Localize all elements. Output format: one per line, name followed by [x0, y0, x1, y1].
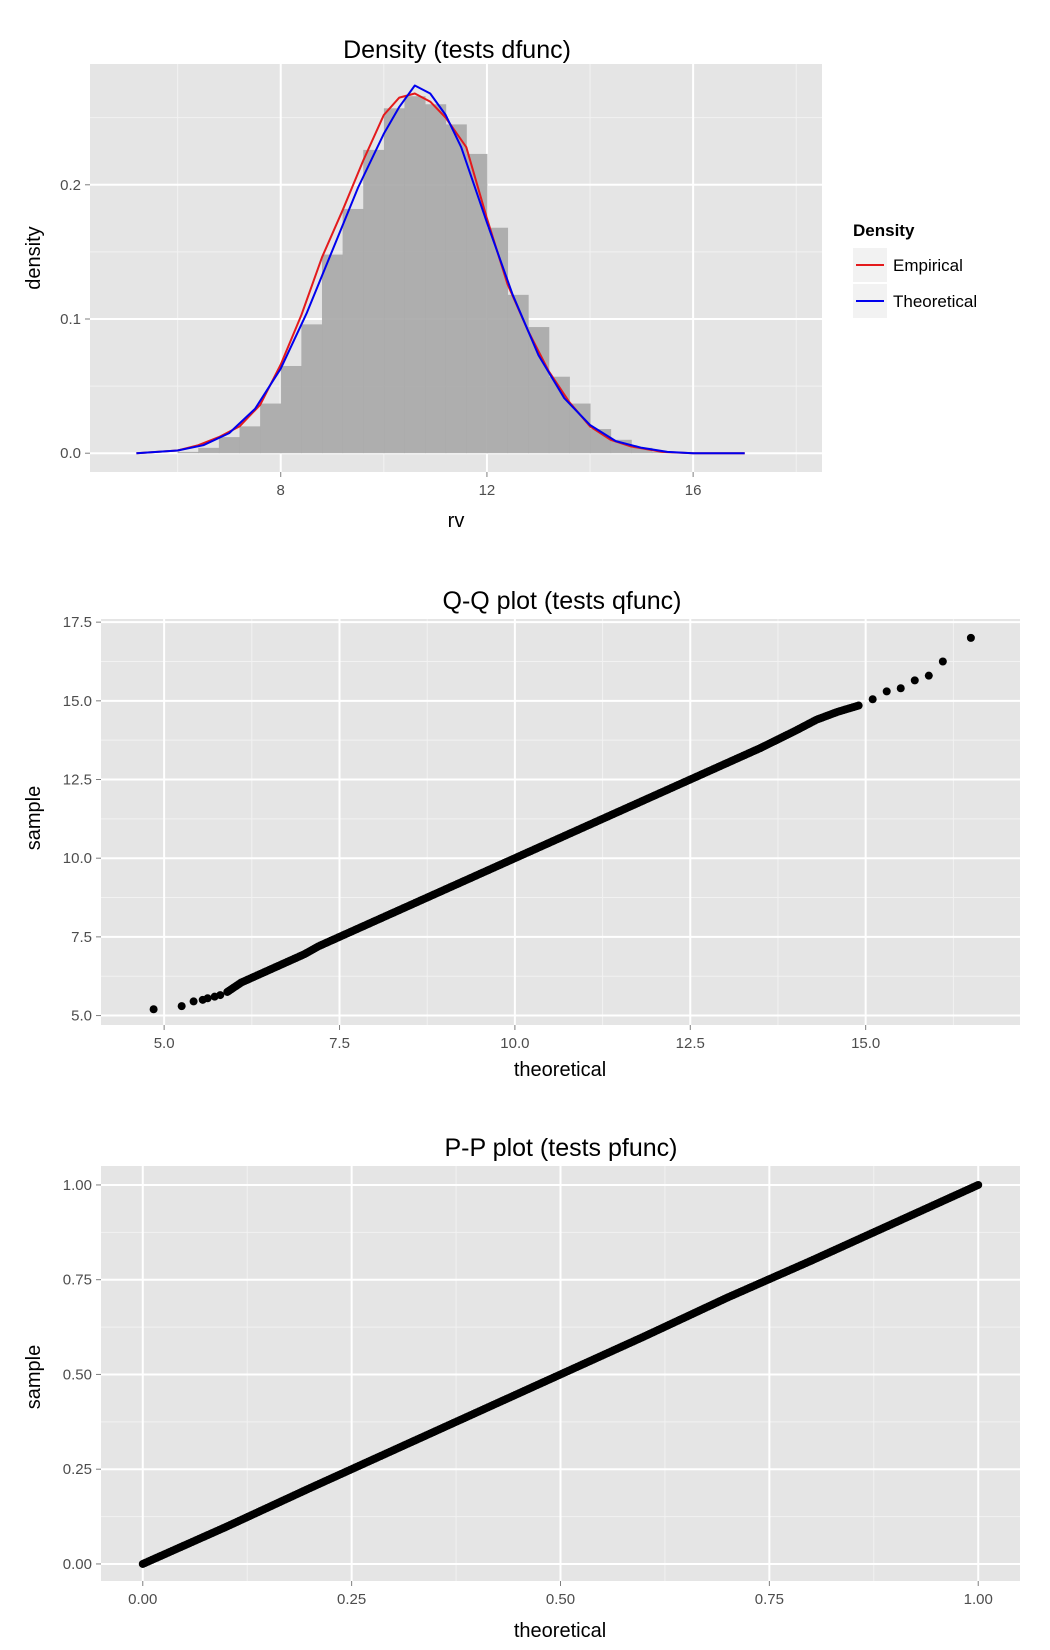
- pp-xtick-label: 0.75: [755, 1591, 784, 1608]
- qq-point: [938, 657, 947, 666]
- pp-ylabel: sample: [23, 1345, 45, 1409]
- qq-xtick-label: 15.0: [851, 1035, 880, 1052]
- qq-point: [868, 695, 877, 704]
- density-histogram-bar: [425, 104, 447, 454]
- density-histogram-bar: [260, 403, 282, 454]
- density-line-empirical: [136, 92, 745, 455]
- density-histogram-bar: [528, 327, 550, 454]
- density-title: Density (tests dfunc): [343, 36, 571, 64]
- pp-xlabel: theoretical: [514, 1620, 606, 1642]
- qq-point: [177, 1002, 186, 1011]
- pp-ytick-label: 0.50: [63, 1366, 92, 1383]
- density-histogram-bar: [321, 254, 344, 454]
- pp-xtick-label: 1.00: [964, 1591, 993, 1608]
- qq-point: [216, 991, 225, 1000]
- density-histogram-bar: [507, 294, 529, 454]
- density-ytick-label: 0.2: [60, 177, 81, 194]
- qq-ytick-label: 15.0: [63, 693, 92, 710]
- qq-ytick-label: 12.5: [63, 772, 92, 789]
- density-xlabel: rv: [448, 510, 465, 532]
- qq-xtick-label: 5.0: [154, 1035, 175, 1052]
- density-line-theoretical: [136, 84, 745, 455]
- qq-ytick-label: 17.5: [63, 614, 92, 631]
- qq-xtick-label: 7.5: [329, 1035, 350, 1052]
- qq-point: [966, 633, 975, 642]
- density-histogram-bar: [177, 451, 199, 454]
- density-histogram-bar: [466, 153, 488, 454]
- qq-plot-area: 5.0 7.5 10.0 12.5 15.0 5.0 7.5 10.0 12.5 15.0 17.5: [63, 614, 1020, 1052]
- density-histogram-bar: [404, 96, 426, 454]
- density-histogram-bar: [363, 149, 385, 454]
- density-histogram-bar: [301, 324, 323, 454]
- density-ytick-label: 0.0: [60, 445, 81, 462]
- density-histogram-bar: [631, 447, 653, 454]
- pp-ytick-label: 0.00: [63, 1556, 92, 1573]
- density-plot-area: 8 12 16 0.0 0.1 0.2: [60, 64, 822, 499]
- density-xtick-label: 8: [277, 482, 285, 499]
- legend-title: Density: [853, 221, 915, 240]
- density-histogram-bar: [445, 124, 467, 454]
- qq-point: [203, 994, 212, 1003]
- pp-ytick-label: 1.00: [63, 1177, 92, 1194]
- pp-point: [974, 1180, 983, 1189]
- legend-label-theoretical: Theoretical: [893, 292, 977, 311]
- pp-ytick-label: 0.75: [63, 1272, 92, 1289]
- pp-plot-area: 0.00 0.25 0.50 0.75 1.00 0.00 0.25 0.50 0.75 1.00: [63, 1166, 1020, 1608]
- density-panel: Density (tests dfunc) density rv 8 12 16 0.…: [23, 36, 977, 532]
- density-histogram-bar: [486, 227, 509, 454]
- qq-ytick-label: 10.0: [63, 850, 92, 867]
- density-histogram-bar: [569, 403, 591, 454]
- density-legend: Density Empirical Theoretical: [853, 221, 977, 318]
- qq-point: [189, 997, 198, 1006]
- density-xtick-label: 12: [479, 482, 496, 499]
- density-histogram-bar: [280, 365, 302, 454]
- density-ylabel: density: [23, 226, 45, 289]
- density-histogram-bar: [198, 447, 220, 454]
- density-histogram-bar: [239, 426, 261, 454]
- qq-point: [896, 684, 905, 693]
- qq-ylabel: sample: [23, 786, 45, 850]
- pp-xtick-label: 0.25: [337, 1591, 366, 1608]
- qq-point: [149, 1005, 158, 1014]
- density-xtick-label: 16: [685, 482, 702, 499]
- qq-point: [854, 701, 863, 710]
- pp-title: P-P plot (tests pfunc): [445, 1134, 678, 1162]
- pp-xtick-label: 0.00: [128, 1591, 157, 1608]
- pp-xtick-label: 0.50: [546, 1591, 575, 1608]
- density-ytick-label: 0.1: [60, 311, 81, 328]
- density-histogram-bar: [218, 437, 240, 454]
- qq-point: [882, 687, 891, 696]
- qq-point: [910, 676, 919, 685]
- legend-label-empirical: Empirical: [893, 256, 963, 275]
- density-histogram-bar: [342, 208, 364, 454]
- qq-ytick-label: 5.0: [71, 1008, 92, 1025]
- qq-xtick-label: 12.5: [676, 1035, 705, 1052]
- qq-ytick-label: 7.5: [71, 929, 92, 946]
- qq-panel: Q-Q plot (tests qfunc) sample theoretica…: [23, 587, 1020, 1081]
- pp-panel: P-P plot (tests pfunc) sample theoretica…: [23, 1134, 1020, 1642]
- qq-xtick-label: 10.0: [500, 1035, 529, 1052]
- density-histogram-bar: [383, 108, 405, 454]
- pp-ytick-label: 0.25: [63, 1461, 92, 1478]
- qq-title: Q-Q plot (tests qfunc): [443, 587, 682, 615]
- qq-panel-bg: [101, 619, 1020, 1025]
- qq-point: [924, 671, 933, 680]
- qq-xlabel: theoretical: [514, 1059, 606, 1081]
